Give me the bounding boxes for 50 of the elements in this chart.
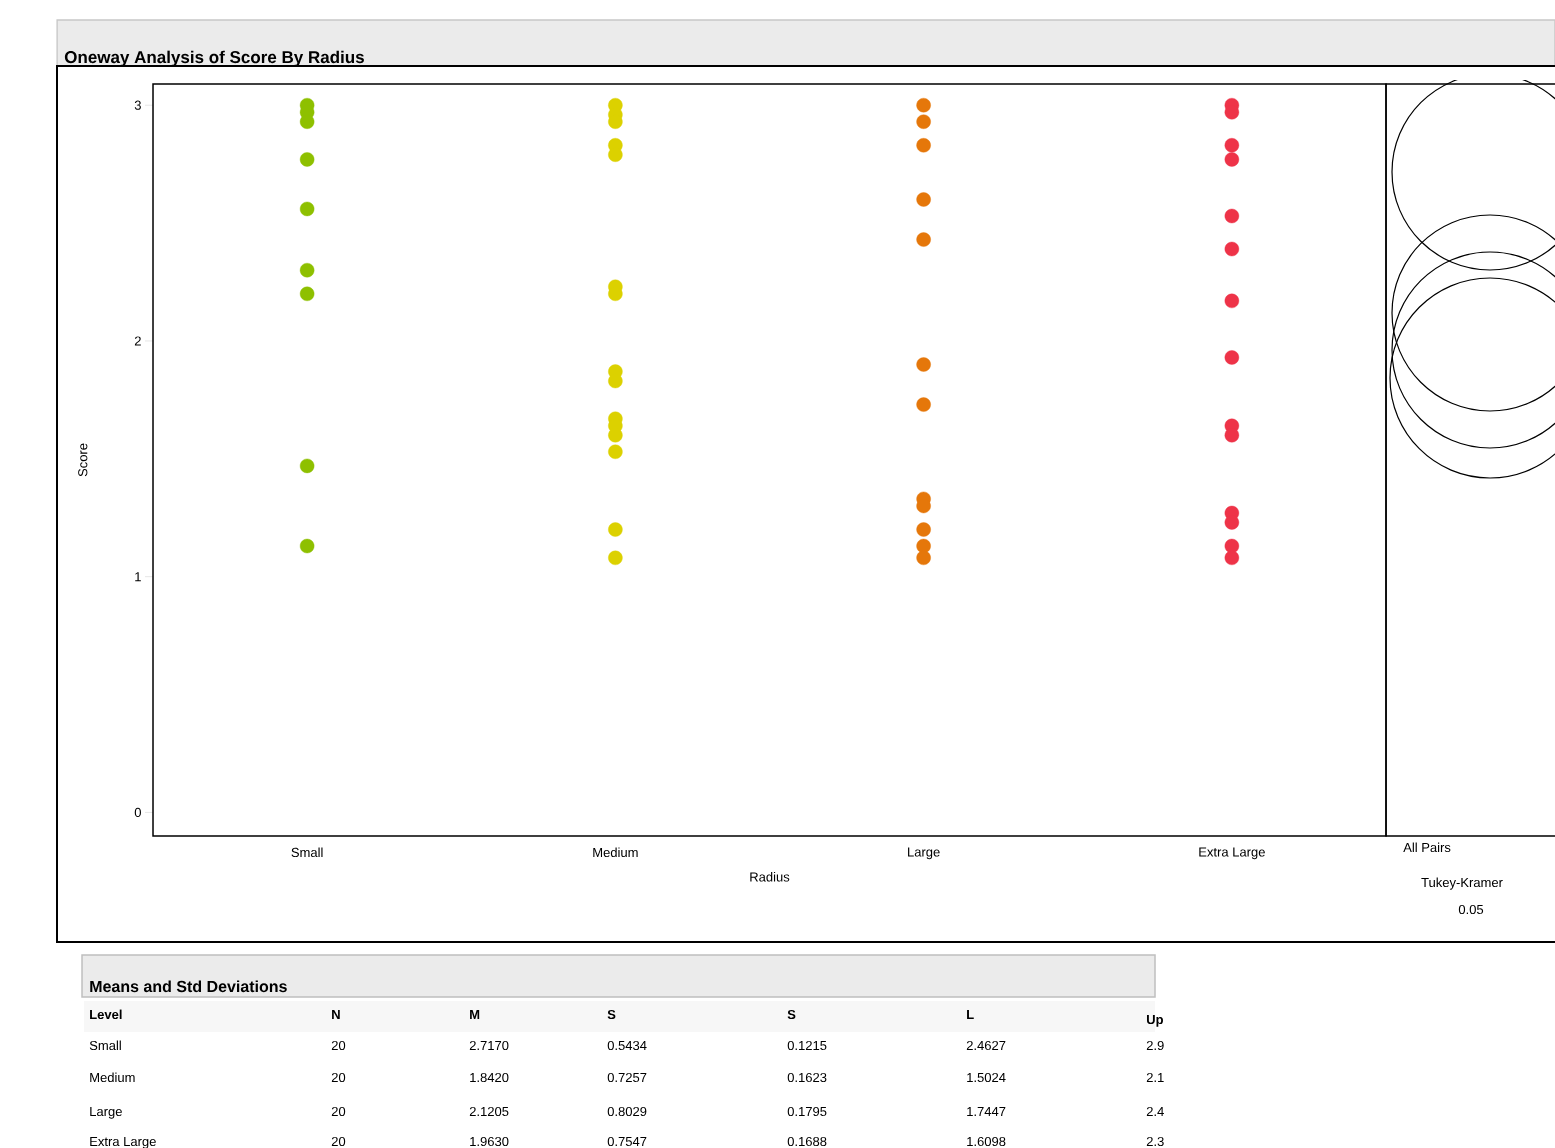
y-tick-label: 2 — [134, 336, 141, 346]
y-tick-label: 3 — [134, 100, 141, 110]
text: Medium — [90, 1072, 135, 1083]
text: Small — [89, 1040, 121, 1051]
text: 20 — [331, 1106, 346, 1117]
text: 2.9 — [1146, 1040, 1164, 1051]
text: S — [787, 1009, 796, 1020]
text: 1.7447 — [967, 1107, 1006, 1116]
text: Large — [90, 1107, 122, 1119]
text: 2.4627 — [966, 1040, 1006, 1051]
x-tick-label: Medium — [593, 847, 638, 858]
text: 0.7257 — [607, 1072, 647, 1083]
text: S — [607, 1009, 616, 1020]
chart-title: Oneway Analysis of Score By Radius — [64, 50, 364, 67]
x-axis-title: Radius — [750, 872, 790, 882]
text: Up — [1146, 1015, 1163, 1027]
text: 0.1623 — [787, 1072, 827, 1083]
text: 2.1 — [1146, 1072, 1164, 1082]
x-tick-label: Large — [908, 847, 940, 860]
text: 0.7547 — [607, 1136, 647, 1147]
text: 0.5434 — [607, 1040, 647, 1051]
text: Means and Std Deviations — [90, 980, 287, 993]
text: 0.1215 — [787, 1040, 827, 1051]
x-tick-label: Extra Large — [1199, 847, 1265, 860]
text: L — [967, 1010, 974, 1019]
text: 0.8029 — [607, 1106, 647, 1117]
text: 2.7170 — [469, 1040, 509, 1051]
text: 0.1688 — [787, 1136, 827, 1147]
text: N — [332, 1010, 340, 1019]
text: Tukey-Kramer — [1421, 877, 1503, 890]
text: 0.05 — [1458, 904, 1484, 915]
text: Level — [90, 1009, 122, 1020]
text: 1.9630 — [470, 1136, 509, 1147]
text: 1.5024 — [967, 1072, 1006, 1083]
text: All Pairs — [1403, 842, 1451, 853]
text: Extra Large — [90, 1137, 156, 1148]
text: M — [470, 1010, 480, 1019]
y-tick-label: 1 — [135, 572, 141, 582]
text: 20 — [331, 1136, 346, 1147]
y-tick-label: 0 — [134, 807, 141, 818]
x-tick-label: Small — [291, 847, 323, 858]
text: 1.8420 — [470, 1072, 509, 1083]
text: 2.1205 — [469, 1106, 509, 1117]
text: 2.3 — [1146, 1136, 1164, 1147]
text: 20 — [331, 1072, 346, 1083]
text: 1.6098 — [967, 1136, 1006, 1147]
text: 2.4 — [1146, 1106, 1164, 1116]
text: 0.1795 — [787, 1106, 827, 1117]
y-axis-title: Score — [78, 443, 88, 477]
text: 20 — [331, 1040, 346, 1051]
